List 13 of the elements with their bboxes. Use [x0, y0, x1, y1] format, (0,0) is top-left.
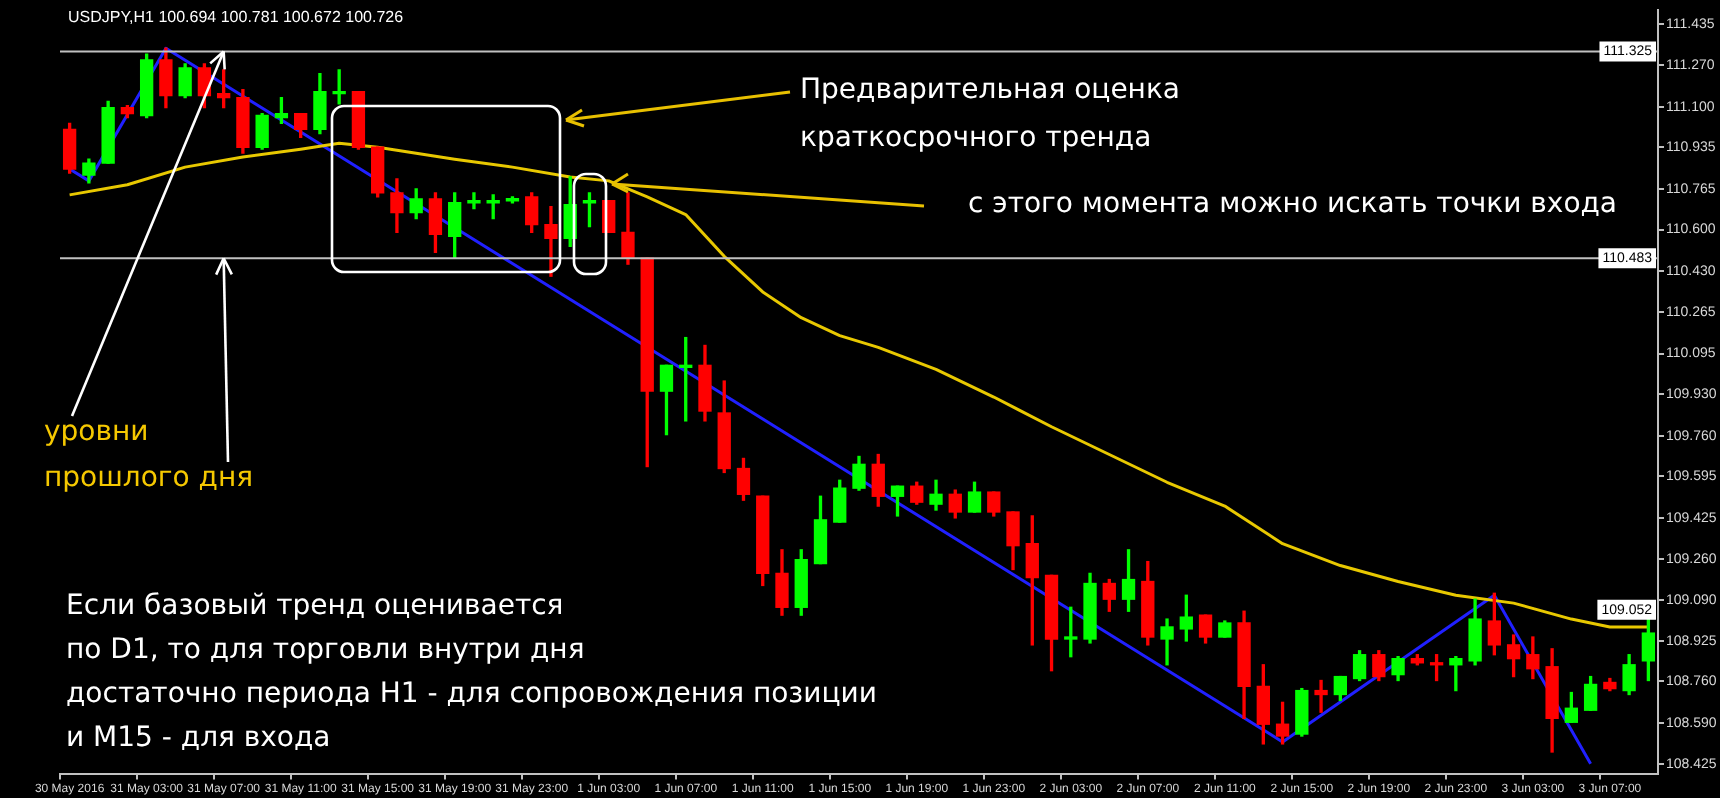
- annotation: по D1, то для торговли внутри дня: [66, 632, 585, 668]
- annotation: уровни: [44, 414, 149, 450]
- annotation: Если базовый тренд оценивается: [66, 588, 564, 624]
- candlestick: [467, 192, 481, 210]
- candlestick: [1314, 679, 1328, 713]
- annotation: и M15 - для входа: [66, 720, 331, 756]
- candlestick: [1449, 656, 1463, 692]
- annotation: прошлого дня: [44, 460, 254, 496]
- annotation: Предварительная оценка: [800, 72, 1180, 108]
- chart-title: USDJPY,H1 100.694 100.781 100.672 100.726: [68, 8, 404, 26]
- annotation: краткосрочного тренда: [800, 120, 1152, 156]
- annotation: с этого момента можно искать точки входа: [968, 186, 1618, 222]
- annotation: достаточно периода H1 - для сопровождения позиции: [66, 676, 877, 712]
